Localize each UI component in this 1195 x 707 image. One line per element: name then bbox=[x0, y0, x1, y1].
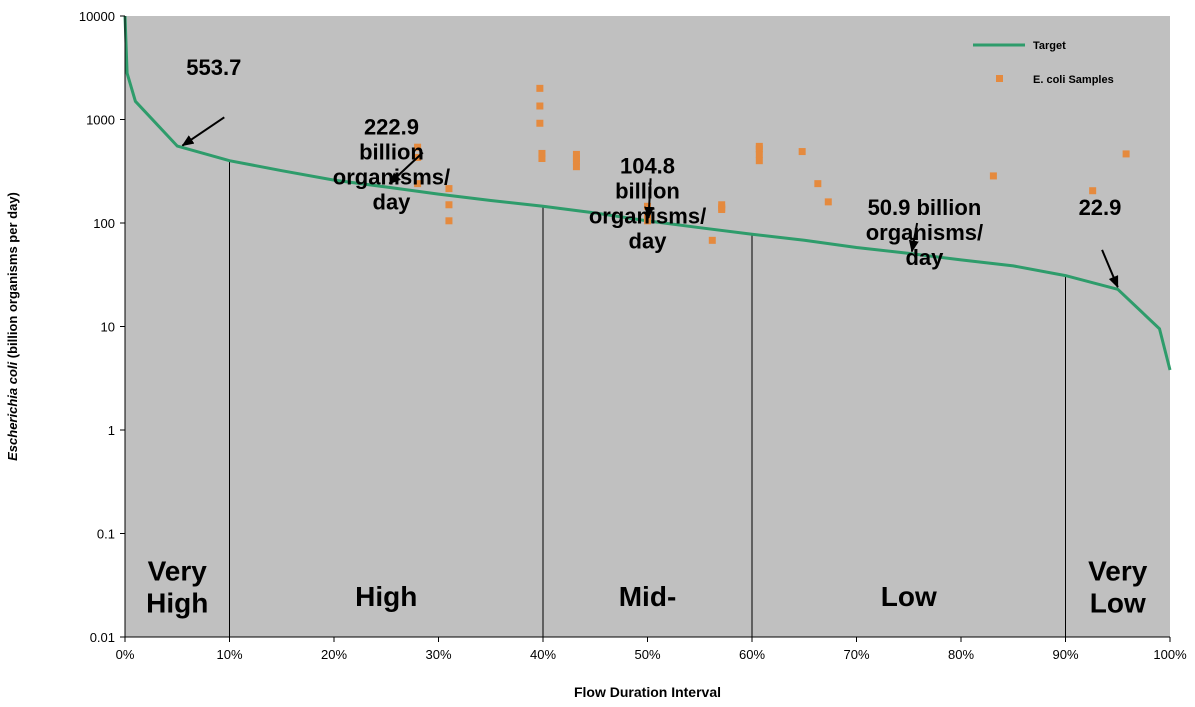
zone-label: Mid- bbox=[619, 581, 677, 612]
sample-point bbox=[798, 148, 806, 156]
y-axis-label-rest: (billion organisms per day) bbox=[5, 192, 20, 362]
legend-samples-label: E. coli Samples bbox=[1033, 74, 1114, 86]
sample-point bbox=[824, 198, 832, 206]
legend-samples-swatch bbox=[996, 75, 1003, 82]
x-tick-label: 60% bbox=[739, 647, 765, 662]
sample-point bbox=[414, 180, 422, 188]
zone-label-line: High bbox=[146, 588, 208, 619]
sample-point bbox=[414, 143, 422, 151]
x-tick-label: 50% bbox=[634, 647, 660, 662]
annotation-label-line: billion bbox=[359, 139, 424, 164]
target-series-line bbox=[123, 15, 1172, 371]
y-tick-label: 10000 bbox=[79, 9, 115, 24]
annotation-label-line: 104.8 bbox=[620, 154, 675, 179]
zone-label: Low bbox=[881, 581, 937, 612]
annotation-label-line: day bbox=[629, 229, 668, 254]
annotation-arrow bbox=[388, 151, 424, 185]
annotation-label: 50.9 billion organisms/day bbox=[866, 195, 983, 270]
x-axis-label: Flow Duration Interval bbox=[574, 684, 721, 700]
annotation-label-line: 50.9 billion bbox=[868, 195, 982, 220]
y-tick-label: 0.01 bbox=[90, 630, 115, 645]
y-axis-label: Escherichia coli (billion organisms per … bbox=[5, 192, 20, 461]
sample-point bbox=[536, 102, 544, 110]
sample-point bbox=[538, 154, 546, 162]
sample-point bbox=[1089, 187, 1097, 195]
annotation-label: 22.9 bbox=[1079, 195, 1122, 220]
sample-point bbox=[536, 84, 544, 92]
sample-point bbox=[445, 185, 453, 193]
x-tick-label: 90% bbox=[1052, 647, 1078, 662]
annotation-arrow bbox=[644, 178, 655, 219]
annotation-label-line: day bbox=[373, 189, 412, 214]
zone-label-line: High bbox=[355, 581, 417, 612]
y-tick-label: 1000 bbox=[86, 113, 115, 128]
y-tick-label: 100 bbox=[93, 216, 115, 231]
y-tick-label: 1 bbox=[108, 423, 115, 438]
x-tick-label: 30% bbox=[425, 647, 451, 662]
annotation-label-line: organisms/ bbox=[866, 220, 983, 245]
annotation-label-line: 553.7 bbox=[186, 55, 241, 80]
sample-point bbox=[538, 149, 546, 157]
sample-point bbox=[644, 202, 651, 210]
annotation-label-line: 22.9 bbox=[1079, 195, 1122, 220]
zone-label-line: Low bbox=[881, 581, 937, 612]
sample-point bbox=[814, 180, 822, 188]
sample-point bbox=[708, 236, 716, 244]
zone-label-line: Very bbox=[1088, 556, 1148, 587]
sample-point bbox=[572, 163, 580, 171]
annotation-label-line: 222.9 bbox=[364, 114, 419, 139]
zone-label: High bbox=[355, 581, 417, 612]
plot-area bbox=[125, 16, 1170, 637]
annotation-label-line: billion bbox=[615, 179, 680, 204]
x-tick-label: 10% bbox=[216, 647, 242, 662]
x-tick-label: 70% bbox=[843, 647, 869, 662]
zone-label: Very Low bbox=[1088, 556, 1148, 619]
sample-point bbox=[718, 206, 726, 214]
legend-target-label: Target bbox=[1033, 40, 1066, 52]
annotation-label: 222.9 billion organisms/day bbox=[333, 114, 450, 214]
y-axis-label-italic: Escherichia coli bbox=[5, 361, 20, 460]
sample-point bbox=[445, 217, 453, 225]
annotation-label-line: organisms/ bbox=[589, 204, 706, 229]
annotation-arrow bbox=[1101, 249, 1119, 289]
sample-point bbox=[445, 201, 453, 209]
annotation-label-line: organisms/ bbox=[333, 164, 450, 189]
x-tick-label: 0% bbox=[116, 647, 135, 662]
x-tick-label: 20% bbox=[321, 647, 347, 662]
sample-point bbox=[755, 157, 763, 165]
annotation-arrow bbox=[181, 116, 225, 147]
annotation-label: 553.7 bbox=[186, 55, 241, 80]
y-tick-label: 10 bbox=[101, 320, 115, 335]
zone-label-line: Very bbox=[148, 556, 208, 587]
y-tick-label: 0.1 bbox=[97, 527, 115, 542]
sample-point bbox=[1122, 150, 1130, 158]
annotation-label: 104.8 billion organisms/day bbox=[589, 154, 706, 254]
sample-point bbox=[644, 217, 651, 225]
sample-point bbox=[536, 119, 544, 127]
annotation-label-line: day bbox=[905, 245, 944, 270]
legend: Target E. coli Samples bbox=[973, 40, 1114, 86]
sample-point bbox=[572, 158, 580, 166]
sample-point bbox=[989, 172, 997, 180]
sample-point bbox=[755, 145, 763, 153]
annotation-arrow bbox=[908, 222, 919, 253]
x-tick-label: 100% bbox=[1153, 647, 1187, 662]
zone-label-line: Low bbox=[1090, 588, 1146, 619]
zone-label: Very High bbox=[146, 556, 208, 619]
sample-point bbox=[572, 150, 580, 158]
zone-label-line: Mid- bbox=[619, 581, 677, 612]
x-tick-label: 80% bbox=[948, 647, 974, 662]
x-tick-label: 40% bbox=[530, 647, 556, 662]
sample-point bbox=[755, 150, 763, 158]
